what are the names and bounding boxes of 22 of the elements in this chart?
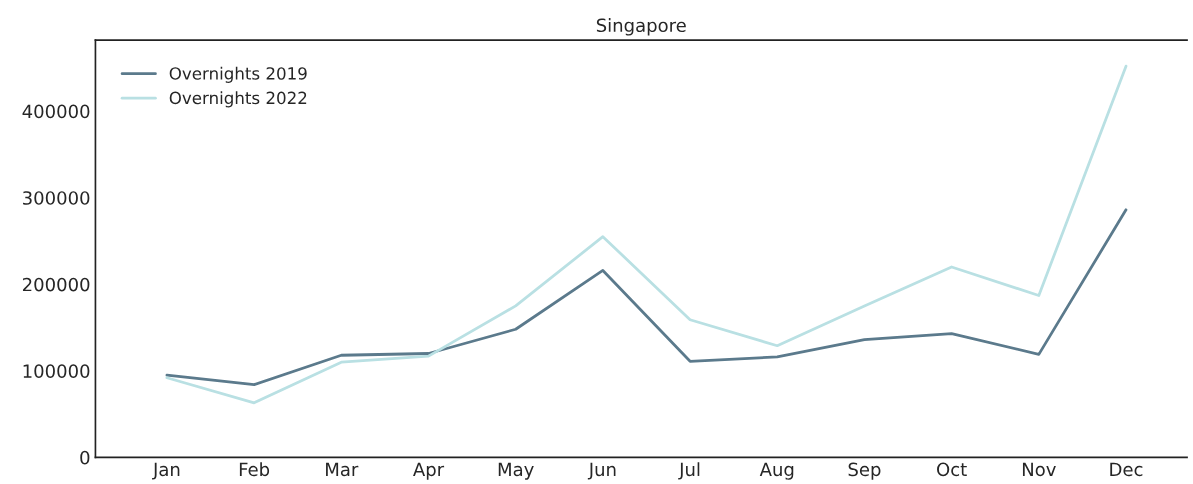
legend-label: Overnights 2022 <box>169 91 307 108</box>
chart-title: Singapore <box>596 18 686 36</box>
y-tick-label: 200000 <box>22 277 90 292</box>
x-tick-label: Dec <box>1110 462 1143 477</box>
x-tick-label: May <box>498 462 534 480</box>
y-tick-label: 0 <box>80 450 90 465</box>
x-tick-label: Nov <box>1022 462 1056 477</box>
y-tick-label: 400000 <box>22 104 90 119</box>
x-tick-label: Feb <box>239 462 270 477</box>
x-tick-label: Jun <box>587 462 616 480</box>
y-tick-label: 100000 <box>23 364 90 378</box>
x-tick-label: Jul <box>678 462 700 480</box>
y-tick-label: 300000 <box>23 191 90 205</box>
line-series <box>165 64 1128 405</box>
legend-label: Overnights 2019 <box>169 66 307 83</box>
x-tick-label: Sep <box>848 462 881 480</box>
x-tick-label: Apr <box>413 462 445 480</box>
line-series <box>165 208 1128 387</box>
x-tick-label: Jan <box>152 462 180 480</box>
x-tick-label: Aug <box>759 462 794 480</box>
x-tick-label: Mar <box>326 462 359 477</box>
x-tick-label: Oct <box>937 462 967 477</box>
